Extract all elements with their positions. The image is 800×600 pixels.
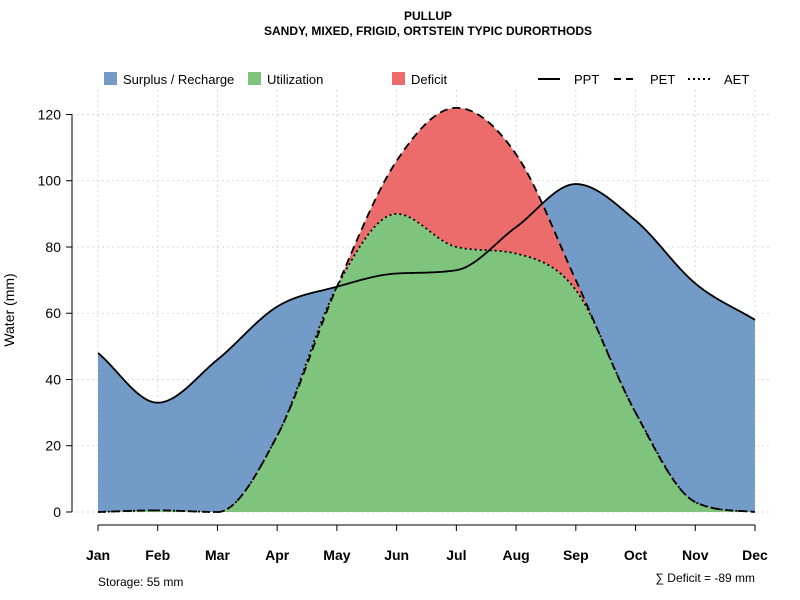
x-tick-label-apr: Apr: [265, 547, 290, 563]
series-lines: [97, 106, 756, 513]
legend-item-pet: PET: [614, 72, 675, 87]
x-tick-label-jun: Jun: [384, 547, 409, 563]
x-tick-label-nov: Nov: [682, 547, 709, 563]
x-tick-label-aug: Aug: [502, 547, 529, 563]
x-tick-label-oct: Oct: [624, 547, 648, 563]
legend-label: Utilization: [267, 72, 323, 87]
deficit-sum-annotation: ∑ Deficit = -89 mm: [655, 571, 755, 585]
series-line-ppt: [97, 183, 756, 404]
y-tick-label: 20: [45, 438, 61, 454]
x-tick-label-jul: Jul: [446, 547, 466, 563]
areas: [98, 107, 755, 513]
chart-title: PULLUP: [404, 9, 452, 23]
legend-label: PET: [650, 72, 675, 87]
legend-item-aet: AET: [688, 72, 749, 87]
legend-item-ppt: PPT: [538, 72, 599, 87]
y-tick-label: 100: [38, 173, 62, 189]
x-tick-label-feb: Feb: [145, 547, 170, 563]
legend-item-surplus-recharge: Surplus / Recharge: [104, 72, 234, 87]
chart-subtitle: SANDY, MIXED, FRIGID, ORTSTEIN TYPIC DUR…: [264, 24, 592, 38]
series-line-pet: [97, 106, 756, 513]
legend-label: Deficit: [411, 72, 448, 87]
y-tick-label: 120: [38, 106, 62, 122]
x-tick-label-jan: Jan: [86, 547, 110, 563]
legend-label: AET: [724, 72, 749, 87]
y-tick-label: 60: [45, 305, 61, 321]
x-tick-label-dec: Dec: [742, 547, 768, 563]
y-tick-label: 80: [45, 239, 61, 255]
legend-item-deficit: Deficit: [392, 72, 448, 87]
y-tick-label: 0: [53, 504, 61, 520]
legend-swatch: [248, 72, 261, 85]
legend-swatch: [104, 72, 117, 85]
x-tick-label-may: May: [323, 547, 350, 563]
axes: 0 20 40 60 80 100 120 Jan Feb Mar Apr May Jun Jul Aug S…: [38, 106, 768, 563]
storage-annotation: Storage: 55 mm: [98, 575, 183, 589]
legend-swatch: [392, 72, 405, 85]
y-tick-label: 40: [45, 371, 61, 387]
legend-label: Surplus / Recharge: [123, 72, 234, 87]
x-tick-label-mar: Mar: [205, 547, 230, 563]
series-line-aet: [97, 212, 756, 513]
legend-label: PPT: [574, 72, 599, 87]
legend-item-utilization: Utilization: [248, 72, 323, 87]
deficit-area: [98, 107, 755, 513]
y-axis-label: Water (mm): [1, 273, 17, 346]
legend: Surplus / Recharge Utilization Deficit PPT P…: [104, 72, 749, 87]
utilization-area: [98, 213, 755, 512]
x-tick-label-sep: Sep: [563, 547, 589, 563]
